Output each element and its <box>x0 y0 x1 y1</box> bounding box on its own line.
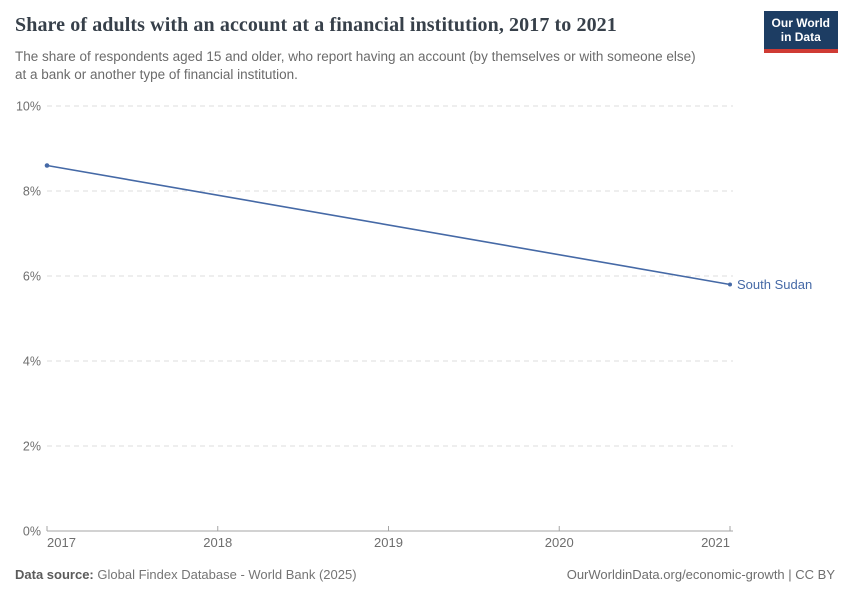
chart-footer: Data source: Global Findex Database - Wo… <box>15 566 835 583</box>
data-source-label: Data source: <box>15 567 94 582</box>
y-tick-label: 2% <box>23 440 41 454</box>
y-tick-label: 8% <box>23 185 41 199</box>
owid-logo-line2: in Data <box>780 30 821 44</box>
series-end-dot[interactable] <box>728 282 732 287</box>
page-title: Share of adults with an account at a fin… <box>15 14 617 36</box>
data-source-text: Global Findex Database - World Bank (202… <box>97 567 357 582</box>
x-tick-label: 2019 <box>374 535 403 550</box>
owid-logo[interactable]: Our World in Data <box>763 11 838 53</box>
entity-label[interactable]: South Sudan <box>737 277 812 292</box>
chart-subtitle: The share of respondents aged 15 and old… <box>15 49 696 82</box>
x-tick-label: 2018 <box>203 535 232 550</box>
x-tick-label: 2020 <box>545 535 574 550</box>
footer-link[interactable]: OurWorldinData.org/economic-growth | CC … <box>566 567 835 582</box>
data-source: Data source: Global Findex Database - Wo… <box>15 566 357 583</box>
y-tick-label: 10% <box>16 100 41 114</box>
line-chart[interactable]: 0% 2% 4% 6% 8% 10% 2017 2018 2019 2020 2021 South S… <box>0 95 850 560</box>
x-tick-label: 2021 <box>701 535 730 550</box>
owid-logo-line1: Our World <box>771 16 830 30</box>
y-tick-label: 0% <box>23 525 41 539</box>
x-tick-label: 2017 <box>47 535 76 550</box>
series-line[interactable] <box>46 164 731 286</box>
y-tick-label: 6% <box>23 270 41 284</box>
y-tick-label: 4% <box>23 355 41 369</box>
series-start-dot[interactable] <box>44 163 50 168</box>
